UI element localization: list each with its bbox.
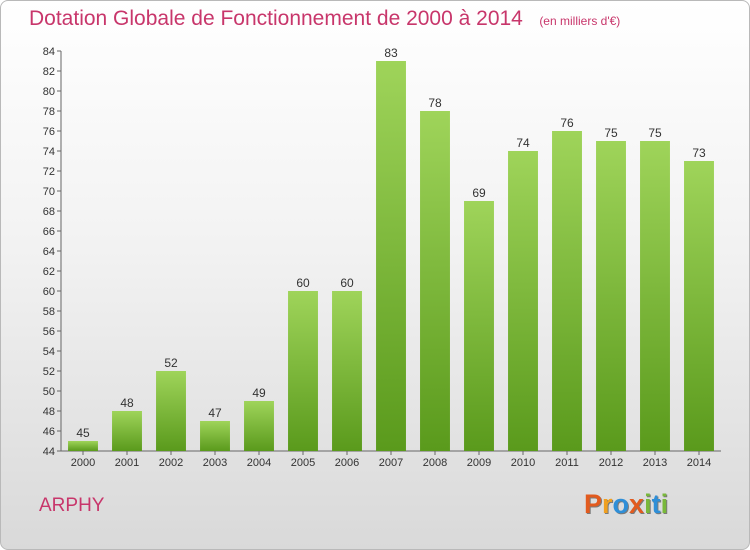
x-tick-label: 2000 (71, 457, 95, 469)
y-tick-label: 82 (43, 66, 55, 78)
y-tick-label: 50 (43, 386, 55, 398)
y-tick-label: 70 (43, 186, 55, 198)
x-tick-label: 2009 (467, 457, 491, 469)
proxiti-logo[interactable]: Proxiti (584, 489, 668, 520)
bar (376, 61, 406, 451)
x-tick-label: 2005 (291, 457, 315, 469)
bar (68, 441, 98, 451)
data-label: 75 (604, 126, 618, 140)
data-label: 76 (560, 116, 574, 130)
data-label: 75 (648, 126, 662, 140)
x-tick-label: 2001 (115, 457, 139, 469)
x-tick-label: 2007 (379, 457, 403, 469)
y-tick-label: 84 (43, 46, 55, 58)
x-tick-label: 2011 (555, 457, 579, 469)
bar (596, 141, 626, 451)
y-tick-label: 56 (43, 326, 55, 338)
data-label: 78 (428, 96, 442, 110)
y-tick-label: 80 (43, 86, 55, 98)
bar (420, 111, 450, 451)
logo-letter: i (660, 489, 669, 519)
y-tick-label: 54 (43, 346, 55, 358)
bar (156, 371, 186, 451)
y-tick-label: 60 (43, 286, 55, 298)
x-tick-label: 2006 (335, 457, 359, 469)
chart-data-labels: 45 48 52 47 49 60 60 83 78 69 74 76 75 75 73 (76, 46, 706, 440)
x-tick-label: 2008 (423, 457, 447, 469)
bar (508, 151, 538, 451)
y-tick-label: 46 (43, 426, 55, 438)
data-label: 83 (384, 46, 398, 60)
logo-letter: r (602, 489, 613, 519)
data-label: 52 (164, 356, 178, 370)
y-tick-label: 68 (43, 206, 55, 218)
bar (112, 411, 142, 451)
x-tick-label: 2003 (203, 457, 227, 469)
chart-title-text: Dotation Globale de Fonctionnement de 20… (29, 7, 523, 30)
bar (640, 141, 670, 451)
y-tick-label: 66 (43, 226, 55, 238)
x-tick-label: 2013 (643, 457, 667, 469)
x-tick-label: 2002 (159, 457, 183, 469)
y-tick-label: 48 (43, 406, 55, 418)
bar (288, 291, 318, 451)
bar (332, 291, 362, 451)
chart-title: Dotation Globale de Fonctionnement de 20… (29, 7, 620, 31)
bar (464, 201, 494, 451)
data-label: 69 (472, 186, 486, 200)
bar (684, 161, 714, 451)
bar (200, 421, 230, 451)
y-tick-label: 78 (43, 106, 55, 118)
x-tick-label: 2012 (599, 457, 623, 469)
logo-letter: x (629, 489, 645, 519)
data-label: 49 (252, 386, 266, 400)
bar (244, 401, 274, 451)
data-label: 48 (120, 396, 134, 410)
commune-name: ARPHY (39, 495, 105, 516)
bar (552, 131, 582, 451)
logo-letter: o (612, 489, 630, 519)
data-label: 45 (76, 426, 90, 440)
data-label: 60 (296, 276, 310, 290)
data-label: 60 (340, 276, 354, 290)
y-tick-label: 52 (43, 366, 55, 378)
y-tick-label: 64 (43, 246, 55, 258)
chart-bars (68, 61, 714, 451)
y-tick-label: 58 (43, 306, 55, 318)
y-tick-label: 74 (43, 146, 55, 158)
x-tick-label: 2004 (247, 457, 271, 469)
x-tick-label: 2010 (511, 457, 535, 469)
data-label: 73 (692, 146, 706, 160)
y-tick-label: 62 (43, 266, 55, 278)
y-tick-label: 76 (43, 126, 55, 138)
data-label: 47 (208, 406, 222, 420)
logo-letter: P (584, 489, 603, 519)
logo-letter: i (644, 489, 652, 519)
chart-unit: (en milliers d'€) (539, 14, 621, 28)
x-tick-label: 2014 (687, 457, 711, 469)
logo-letter: t (651, 489, 661, 519)
y-tick-label: 72 (43, 166, 55, 178)
data-label: 74 (516, 136, 530, 150)
y-tick-label: 44 (43, 446, 55, 458)
